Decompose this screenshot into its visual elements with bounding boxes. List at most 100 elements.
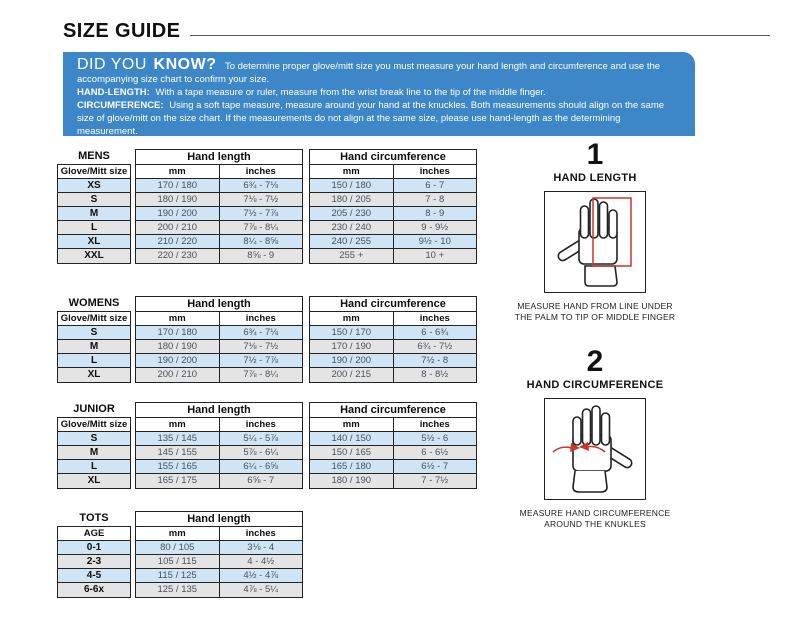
table-row: 135 / 145 5¼ - 5⅞ [136, 432, 302, 446]
hand-circumference-group-box: Hand circumference mm inches 150 / 180 6 - 7… [309, 149, 477, 264]
table-row: 140 / 150 5½ - 6 [310, 432, 476, 446]
hand-length-group: Hand length mm inches 170 / 180 6¾ - 7⅛ 180 /… [135, 296, 303, 383]
size-column-box: AGE 0-1 2-3 4-5 6-6x [57, 526, 131, 598]
inches-cell: 5⅞ - 6¼ [243, 447, 279, 458]
inches-header: inches [245, 166, 276, 177]
mm-header: mm [136, 418, 220, 431]
inches-cell: 7⅞ - 8¼ [243, 369, 279, 380]
mm-cell: 190 / 200 [136, 207, 220, 220]
size-column-box: Glove/Mitt size S M L XL [57, 417, 131, 489]
step-2-number: 2 [586, 345, 604, 378]
step-1-caption: MEASURE HAND FROM LINE UNDER THE PALM TO… [514, 301, 676, 322]
table-row: 240 / 255 9½ - 10 [310, 235, 476, 249]
size-table-womens: WOMENS Glove/Mitt size S M L XL Hand length mm i… [57, 296, 477, 383]
inches-cell: 7 - 7½ [421, 475, 449, 486]
mm-cell: 200 / 210 [136, 221, 220, 234]
mm-cell: 200 / 215 [310, 368, 394, 382]
size-label: XXL [58, 249, 130, 263]
mm-cell: 135 / 145 [136, 432, 220, 445]
table-row: 180 / 190 7⅛ - 7½ [136, 193, 302, 207]
mm-header: mm [310, 165, 394, 178]
title-rule [190, 34, 770, 36]
step-1-number: 1 [586, 138, 604, 171]
hand-length-group-units: mm inches [136, 418, 302, 432]
hand-length-label: HAND-LENGTH: [77, 87, 150, 98]
mm-cell: 165 / 175 [136, 474, 220, 488]
inches-cell: 7½ - 7⅞ [243, 355, 279, 366]
inches-cell: 6 - 6½ [421, 447, 449, 458]
size-label: 6-6x [58, 583, 130, 597]
measuring-steps: 1 HAND LENGTH MEASURE HAND FROM LINE UND… [512, 140, 678, 554]
mm-cell: 170 / 180 [136, 179, 220, 192]
size-label: 4-5 [58, 569, 130, 583]
mm-header: mm [310, 418, 394, 431]
hand-length-diagram [544, 191, 646, 293]
mm-cell: 140 / 150 [310, 432, 394, 445]
inches-cell: 10 + [425, 250, 445, 261]
table-row: 210 / 220 8¼ - 8⅝ [136, 235, 302, 249]
table-row: 200 / 215 8 - 8½ [310, 368, 476, 382]
inches-cell: 4½ - 4⅞ [243, 570, 279, 581]
inches-header: inches [245, 419, 276, 430]
mm-header: mm [136, 527, 220, 540]
mm-cell: 200 / 210 [136, 368, 220, 382]
size-column: JUNIOR Glove/Mitt size S M L XL [57, 402, 131, 489]
table-row: 165 / 175 6⅝ - 7 [136, 474, 302, 488]
table-row: 125 / 135 4⅞ - 5¼ [136, 583, 302, 597]
inches-header: inches [419, 313, 450, 324]
hand-circumference-group-header: Hand circumference [310, 297, 476, 312]
hand-circumference-group-header: Hand circumference [310, 150, 476, 165]
mm-cell: 170 / 190 [310, 340, 394, 353]
hand-circumference-group: Hand circumference mm inches 150 / 170 6 - 6… [309, 296, 477, 383]
size-table-junior: JUNIOR Glove/Mitt size S M L XL Hand length mm i… [57, 402, 477, 489]
mm-cell: 230 / 240 [310, 221, 394, 234]
inches-cell: 6 - 7 [425, 180, 445, 191]
banner-intro: DID YOU KNOW? To determine proper glove/… [77, 56, 681, 86]
size-column-header: Glove/Mitt size [58, 165, 130, 179]
mm-cell: 255 + [310, 249, 394, 263]
mm-cell: 125 / 135 [136, 583, 220, 597]
inches-cell: 8¼ - 8⅝ [243, 236, 279, 247]
hand-length-group-header: Hand length [136, 297, 302, 312]
mm-cell: 210 / 220 [136, 235, 220, 248]
table-row: 165 / 180 6½ - 7 [310, 460, 476, 474]
table-row: 190 / 200 7½ - 7⅞ [136, 207, 302, 221]
hand-circumference-group: Hand circumference mm inches 140 / 150 5½ - … [309, 402, 477, 489]
hand-length-group-units: mm inches [136, 165, 302, 179]
inches-cell: 3⅛ - 4 [247, 542, 275, 553]
hand-circumference-group-units: mm inches [310, 165, 476, 179]
table-row: 170 / 180 6¾ - 7⅛ [136, 326, 302, 340]
size-column: MENS Glove/Mitt size XS S M L XL XXL [57, 149, 131, 264]
table-row: 230 / 240 9 - 9½ [310, 221, 476, 235]
table-row: 180 / 190 7⅛ - 7½ [136, 340, 302, 354]
table-row: 80 / 105 3⅛ - 4 [136, 541, 302, 555]
size-label: XL [58, 368, 130, 382]
mm-cell: 165 / 180 [310, 460, 394, 473]
table-row: 155 / 165 6¼ - 6⅝ [136, 460, 302, 474]
inches-cell: 9 - 9½ [421, 222, 449, 233]
table-row: 200 / 210 7⅞ - 8¼ [136, 368, 302, 382]
table-row: 145 / 155 5⅞ - 6¼ [136, 446, 302, 460]
mm-cell: 150 / 165 [310, 446, 394, 459]
inches-cell: 6⅝ - 7 [247, 475, 275, 486]
size-label: S [58, 432, 130, 446]
table-row: 170 / 190 6¾ - 7½ [310, 340, 476, 354]
size-label: XL [58, 474, 130, 488]
size-table-mens: MENS Glove/Mitt size XS S M L XL XXL Hand length… [57, 149, 477, 264]
size-label: 0-1 [58, 541, 130, 555]
hand-length-group-header: Hand length [136, 512, 302, 527]
mm-header: mm [310, 312, 394, 325]
did-you-know-banner: DID YOU KNOW? To determine proper glove/… [63, 52, 695, 137]
mm-cell: 190 / 200 [310, 354, 394, 367]
inches-cell: 6½ - 7 [421, 461, 449, 472]
banner-heading-light: DID YOU [77, 56, 147, 73]
inches-cell: 6 - 6¾ [421, 327, 449, 338]
inches-header: inches [245, 528, 276, 539]
size-column-header: AGE [58, 527, 130, 541]
mm-cell: 190 / 200 [136, 354, 220, 367]
inches-cell: 4 - 4½ [247, 556, 275, 567]
hand-circumference-illustration-icon [552, 405, 633, 493]
inches-cell: 6¾ - 7⅛ [243, 327, 279, 338]
size-label: M [58, 446, 130, 460]
hand-length-group-units: mm inches [136, 527, 302, 541]
